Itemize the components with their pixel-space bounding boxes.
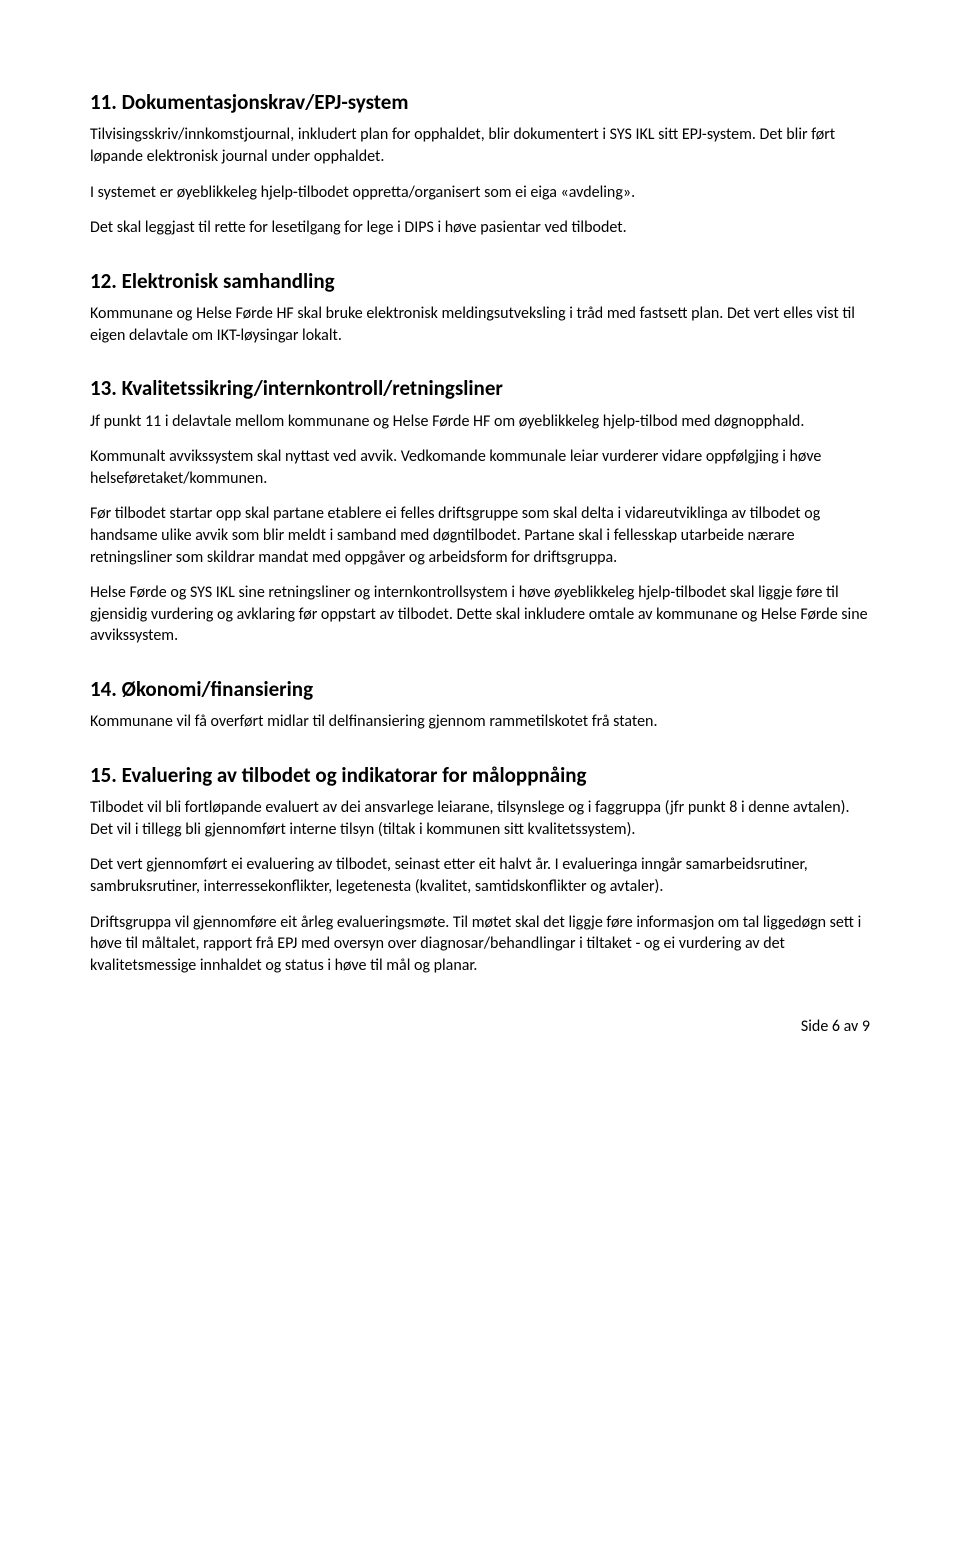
section-11-heading: 11. Dokumentasjonskrav/EPJ-system — [90, 88, 870, 116]
section-12-para-1: Kommunane og Helse Førde HF skal bruke e… — [90, 303, 870, 346]
page-footer: Side 6 av 9 — [90, 1016, 870, 1038]
section-13-heading: 13. Kvalitetssikring/internkontroll/retn… — [90, 374, 870, 402]
section-13-para-2: Kommunalt avvikssystem skal nyttast ved … — [90, 446, 870, 489]
section-12-heading: 12. Elektronisk samhandling — [90, 267, 870, 295]
section-15-heading: 15. Evaluering av tilbodet og indikatora… — [90, 761, 870, 789]
section-15-para-2: Det vert gjennomført ei evaluering av ti… — [90, 854, 870, 897]
section-11-para-1: Tilvisingsskriv/innkomstjournal, inklude… — [90, 124, 870, 167]
section-14-para-1: Kommunane vil få overført midlar til del… — [90, 711, 870, 733]
section-14-heading: 14. Økonomi/finansiering — [90, 675, 870, 703]
section-13-para-4: Helse Førde og SYS IKL sine retningsline… — [90, 582, 870, 647]
section-11-para-3: Det skal leggjast til rette for lesetilg… — [90, 217, 870, 239]
section-15-para-1: Tilbodet vil bli fortløpande evaluert av… — [90, 797, 870, 840]
section-13-para-3: Før tilbodet startar opp skal partane et… — [90, 503, 870, 568]
section-13-para-1: Jf punkt 11 i delavtale mellom kommunane… — [90, 411, 870, 433]
section-15-para-3: Driftsgruppa vil gjennomføre eit årleg e… — [90, 912, 870, 977]
section-11-para-2: I systemet er øyeblikkeleg hjelp-tilbode… — [90, 182, 870, 204]
